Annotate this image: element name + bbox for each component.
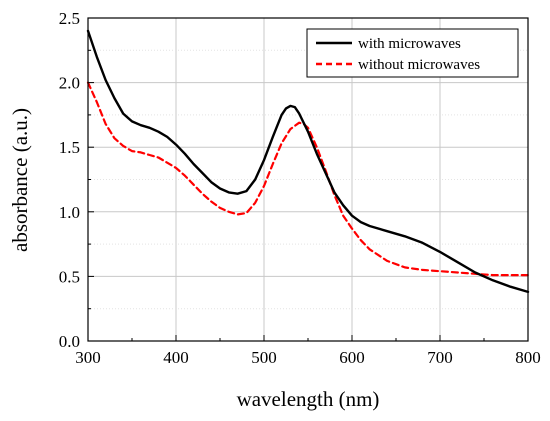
y-tick-label: 1.5: [59, 138, 80, 157]
x-tick-label: 300: [75, 348, 101, 367]
legend-label: with microwaves: [358, 36, 461, 52]
x-tick-label: 400: [163, 348, 189, 367]
y-tick-label: 2.0: [59, 74, 80, 93]
x-tick-label: 600: [339, 348, 365, 367]
series-layer: [86, 29, 530, 294]
y-tick-label: 2.5: [59, 9, 80, 28]
legend-box: [306, 28, 519, 78]
y-axis-title: absorbance (a.u.): [8, 108, 32, 252]
x-tick-label: 800: [515, 348, 541, 367]
series-line-without-microwaves: [86, 81, 530, 277]
x-axis-title: wavelength (nm): [237, 387, 380, 411]
legend-label: without microwaves: [358, 57, 480, 73]
axis-ticks: 300 400 500 600 700 800 0.0 0.5 1.0 1.5 2.0 2.5: [59, 9, 541, 367]
y-tick-label: 1.0: [59, 203, 80, 222]
series-line-with-microwaves: [86, 29, 530, 294]
y-tick-label: 0.0: [59, 332, 80, 351]
legend: with microwaves without microwaves: [306, 28, 519, 78]
x-tick-label: 700: [427, 348, 453, 367]
x-tick-label: 500: [251, 348, 277, 367]
y-tick-label: 0.5: [59, 267, 80, 286]
